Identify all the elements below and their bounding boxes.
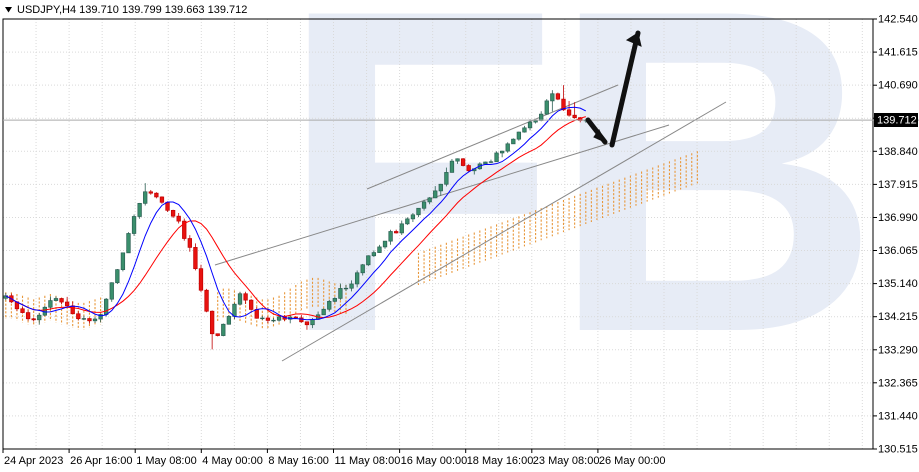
svg-text:133.290: 133.290: [878, 344, 918, 356]
svg-text:18 May 16:00: 18 May 16:00: [467, 455, 534, 467]
svg-text:11 May 08:00: 11 May 08:00: [335, 455, 401, 467]
svg-text:26 May 00:00: 26 May 00:00: [599, 455, 666, 467]
svg-text:8 May 16:00: 8 May 16:00: [268, 455, 329, 467]
svg-text:26 Apr 16:00: 26 Apr 16:00: [70, 455, 132, 467]
svg-text:135.140: 135.140: [878, 278, 918, 290]
svg-text:136.065: 136.065: [878, 245, 918, 257]
svg-text:134.215: 134.215: [878, 311, 918, 323]
svg-text:140.690: 140.690: [878, 80, 918, 92]
svg-text:142.540: 142.540: [878, 14, 918, 26]
svg-text:139.712: 139.712: [877, 115, 917, 127]
svg-text:136.990: 136.990: [878, 212, 918, 224]
svg-text:132.365: 132.365: [878, 377, 918, 389]
svg-text:1 May 08:00: 1 May 08:00: [136, 455, 197, 467]
svg-text:137.915: 137.915: [878, 179, 918, 191]
svg-text:130.515: 130.515: [878, 444, 918, 456]
svg-text:16 May 00:00: 16 May 00:00: [401, 455, 468, 467]
svg-text:23 May 08:00: 23 May 08:00: [533, 455, 600, 467]
svg-text:141.615: 141.615: [878, 47, 918, 59]
svg-text:138.840: 138.840: [878, 146, 918, 158]
svg-text:4 May 00:00: 4 May 00:00: [202, 455, 263, 467]
svg-text:USDJPY,H4 139.710 139.799 139: USDJPY,H4 139.710 139.799 139.663 139.71…: [17, 4, 247, 16]
svg-text:24 Apr 2023: 24 Apr 2023: [4, 455, 63, 467]
svg-text:131.440: 131.440: [878, 410, 918, 422]
